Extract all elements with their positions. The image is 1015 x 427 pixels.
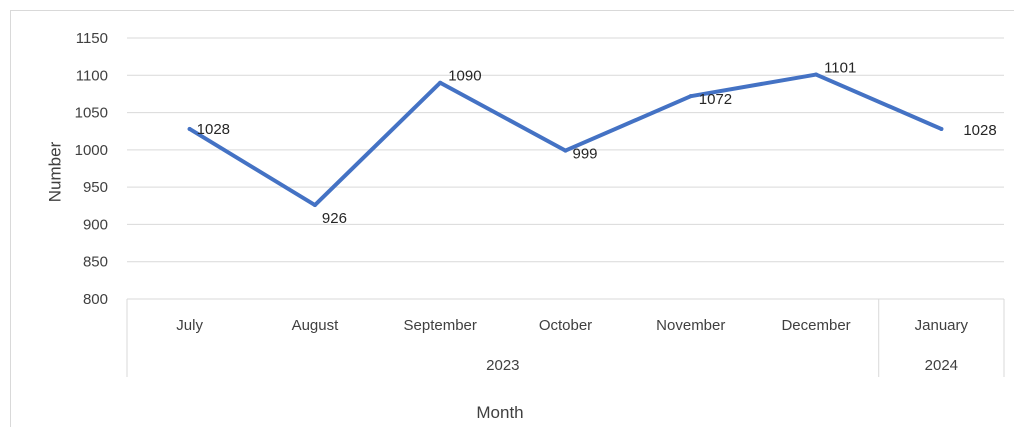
x-group-label: 2024	[925, 357, 958, 374]
data-point	[814, 72, 819, 77]
data-point	[187, 126, 192, 131]
x-tick-label: August	[292, 317, 340, 334]
data-label: 999	[573, 146, 598, 163]
x-axis: July August September October November Decemb…	[126, 298, 1005, 377]
y-tick-label: 1000	[75, 142, 108, 159]
chart-frame	[10, 10, 1014, 427]
y-tick-label: 1100	[76, 67, 108, 84]
data-labels: 1028 926 1090 999 1072 1101 1028	[197, 60, 997, 227]
data-label: 1101	[824, 60, 856, 77]
data-point	[312, 203, 317, 208]
series-line	[187, 72, 944, 208]
x-tick-label: September	[404, 317, 477, 334]
data-label: 1072	[699, 91, 732, 108]
data-point	[563, 148, 568, 153]
data-point	[688, 94, 693, 99]
y-tick-label: 850	[83, 254, 108, 271]
y-tick-label: 900	[83, 216, 108, 233]
x-tick-label: January	[915, 317, 969, 334]
x-tick-label: July	[176, 317, 203, 334]
series-layer	[187, 72, 944, 208]
x-tick-label: November	[656, 317, 725, 334]
data-label: 926	[322, 210, 347, 227]
data-point	[438, 80, 443, 85]
y-tick-label: 1150	[76, 30, 108, 47]
y-tick-label: 1050	[75, 105, 108, 122]
x-tick-label: October	[539, 317, 592, 334]
data-label: 1090	[448, 68, 481, 85]
y-tick-label: 800	[83, 291, 108, 308]
x-group-label: 2023	[486, 357, 519, 374]
y-axis-ticks: 800 850 900 950 1000 1050 1100 1150	[75, 30, 108, 308]
x-tick-label: December	[781, 317, 850, 334]
y-axis-title: Number	[45, 141, 64, 202]
data-label: 1028	[197, 121, 230, 138]
data-label: 1028	[963, 122, 996, 139]
data-point	[939, 126, 944, 131]
x-axis-title: Month	[476, 403, 523, 422]
y-tick-label: 950	[83, 179, 108, 196]
